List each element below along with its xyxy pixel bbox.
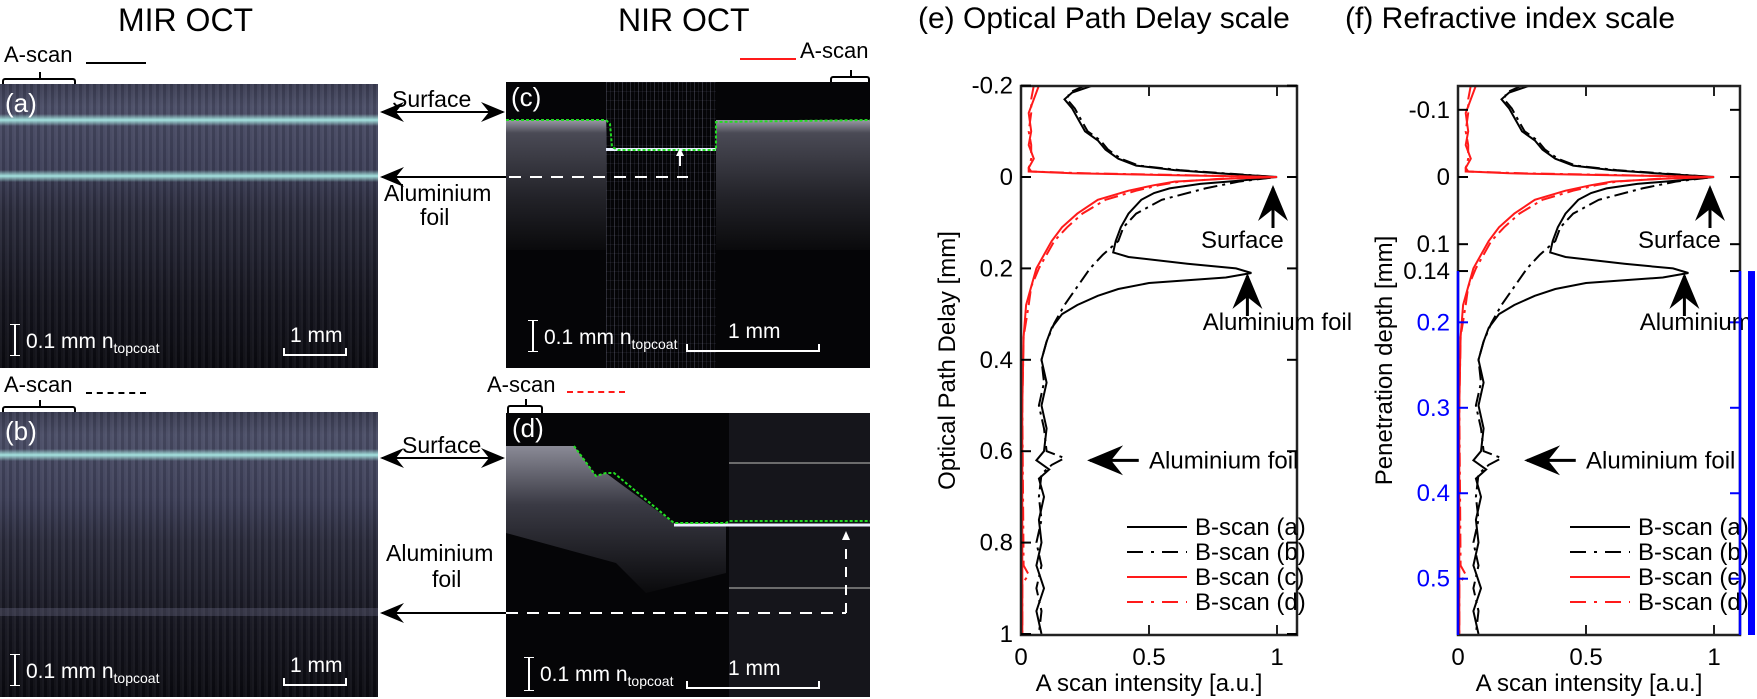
bscan-image-d: (d) 0.1 mm ntopcoat 1 mm xyxy=(506,413,870,697)
legend-label-f-d: B-scan (d) xyxy=(1638,589,1749,616)
ascan-bracket-b xyxy=(2,400,76,414)
legend-label-f-c: B-scan (c) xyxy=(1638,564,1747,591)
surface-trace-d xyxy=(506,413,870,697)
lateral-scale-label-c: 1 mm xyxy=(728,320,781,343)
y-tick-label-f: 0 xyxy=(1437,164,1450,191)
x-axis-label-e: A scan intensity [a.u.] xyxy=(1036,670,1263,697)
legend-label-e-b: B-scan (b) xyxy=(1195,539,1306,566)
ascan-legend-line-a xyxy=(86,62,146,64)
panel-label-c: (c) xyxy=(511,82,542,112)
y-axis-label-e: Optical Path Delay [mm] xyxy=(934,231,961,490)
depth-scale-label-a: 0.1 mm ntopcoat xyxy=(26,330,160,357)
foil2-annotation-f: Aluminium foil xyxy=(1586,447,1735,474)
depth-scale-label-d: 0.1 mm ntopcoat xyxy=(540,663,674,690)
lateral-scale-label-d: 1 mm xyxy=(728,657,781,680)
mir-oct-title: MIR OCT xyxy=(118,2,254,38)
chart-f-title: (f) Refractive index scale xyxy=(1345,2,1676,35)
depth-scalebar-a xyxy=(10,324,20,356)
lateral-scale-label-a: 1 mm xyxy=(290,324,343,347)
lateral-scalebar-c xyxy=(686,344,820,352)
x-tick-label-f: 1 xyxy=(1707,644,1720,671)
y-tick-label-e: 0.4 xyxy=(980,347,1013,374)
series-line-f-b xyxy=(1472,86,1715,635)
depth-scalebar-b xyxy=(10,654,20,686)
y-tick-label-e: 0.2 xyxy=(980,255,1013,282)
ascan-bracket-c xyxy=(830,70,870,84)
series-line-e-a xyxy=(1034,86,1278,635)
x-tick-label-e: 0.5 xyxy=(1132,644,1165,671)
lateral-scalebar-b xyxy=(283,678,347,686)
substrate-region-bar xyxy=(1748,271,1755,635)
lateral-scalebar-d xyxy=(686,681,820,689)
y-tick-label-f: 0.5 xyxy=(1417,566,1450,593)
x-axis-label-f: A scan intensity [a.u.] xyxy=(1476,670,1703,697)
series-line-e-b xyxy=(1035,86,1278,635)
legend-label-f-a: B-scan (a) xyxy=(1638,514,1749,541)
y-tick-label-f: 0.1 xyxy=(1417,231,1450,258)
foil-annotation-e: Aluminium foil xyxy=(1203,309,1352,336)
y-tick-label-f: 0.2 xyxy=(1417,309,1450,336)
x-tick-label-e: 0 xyxy=(1014,644,1027,671)
depth-scalebar-d xyxy=(524,657,534,691)
x-tick-label-f: 0 xyxy=(1451,644,1464,671)
legend-label-e-c: B-scan (c) xyxy=(1195,564,1304,591)
ascan-label-b: A-scan xyxy=(4,372,73,397)
y-axis-label-f: Penetration depth [mm] xyxy=(1371,236,1398,485)
chart-e-title: (e) Optical Path Delay scale xyxy=(918,2,1290,35)
y-tick-label-e: -0.2 xyxy=(972,73,1013,100)
ascan-bracket-a xyxy=(2,72,76,86)
ascan-legend-line-b xyxy=(86,392,146,394)
ascan-legend-line-c xyxy=(740,58,796,60)
series-line-e-d xyxy=(1021,86,1272,634)
foil-label-top-2: foil xyxy=(420,204,450,230)
series-line-f-d xyxy=(1458,86,1709,634)
lateral-scale-label-b: 1 mm xyxy=(290,654,343,677)
ascan-label-d: A-scan xyxy=(487,372,556,397)
ascan-label-c: A-scan xyxy=(800,38,869,63)
panel-label-a: (a) xyxy=(5,88,37,118)
lateral-scalebar-a xyxy=(283,348,347,356)
y-tick-label-e: 0 xyxy=(1000,164,1013,191)
bscan-image-c: (c) 0.1 mm ntopcoat 1 mm xyxy=(506,82,870,368)
nir-oct-title: NIR OCT xyxy=(618,2,750,38)
ascan-bracket-d xyxy=(507,399,543,413)
surface-annotation-e: Surface xyxy=(1201,227,1284,254)
y-tick-label-f: 0.3 xyxy=(1417,395,1450,422)
ascan-label-a: A-scan xyxy=(4,42,73,67)
y-tick-label-f: -0.1 xyxy=(1409,97,1450,124)
panel-label-b: (b) xyxy=(5,416,37,446)
bscan-image-a: (a) 0.1 mm ntopcoat 1 mm xyxy=(0,84,378,368)
foil-label-bottom-1: Aluminium xyxy=(386,540,494,566)
y-tick-label-e: 0.8 xyxy=(980,530,1013,557)
ascan-legend-line-d xyxy=(567,391,625,393)
legend-label-f-b: B-scan (b) xyxy=(1638,539,1749,566)
foil-annotation-f: Aluminium foil xyxy=(1640,309,1757,336)
y-tick-label-e: 1 xyxy=(1000,621,1013,648)
depth-scalebar-c xyxy=(528,320,538,352)
foil-label-bottom-2: foil xyxy=(432,566,462,592)
series-line-f-a xyxy=(1471,86,1715,635)
depth-scale-label-b: 0.1 mm ntopcoat xyxy=(26,660,160,687)
surface-annotation-f: Surface xyxy=(1638,227,1721,254)
x-tick-label-e: 1 xyxy=(1270,644,1283,671)
x-tick-label-f: 0.5 xyxy=(1569,644,1602,671)
y-tick-label-f: 0.14 xyxy=(1403,258,1450,285)
y-tick-label-f: 0.4 xyxy=(1417,480,1450,507)
foil2-annotation-e: Aluminium foil xyxy=(1149,447,1298,474)
panel-label-d: (d) xyxy=(512,413,544,443)
y-tick-label-e: 0.6 xyxy=(980,438,1013,465)
legend-label-e-a: B-scan (a) xyxy=(1195,514,1306,541)
legend-label-e-d: B-scan (d) xyxy=(1195,589,1306,616)
surface-trace-c xyxy=(506,119,870,178)
bscan-image-b: (b) 0.1 mm ntopcoat 1 mm xyxy=(0,412,378,697)
depth-scale-label-c: 0.1 mm ntopcoat xyxy=(544,326,678,353)
